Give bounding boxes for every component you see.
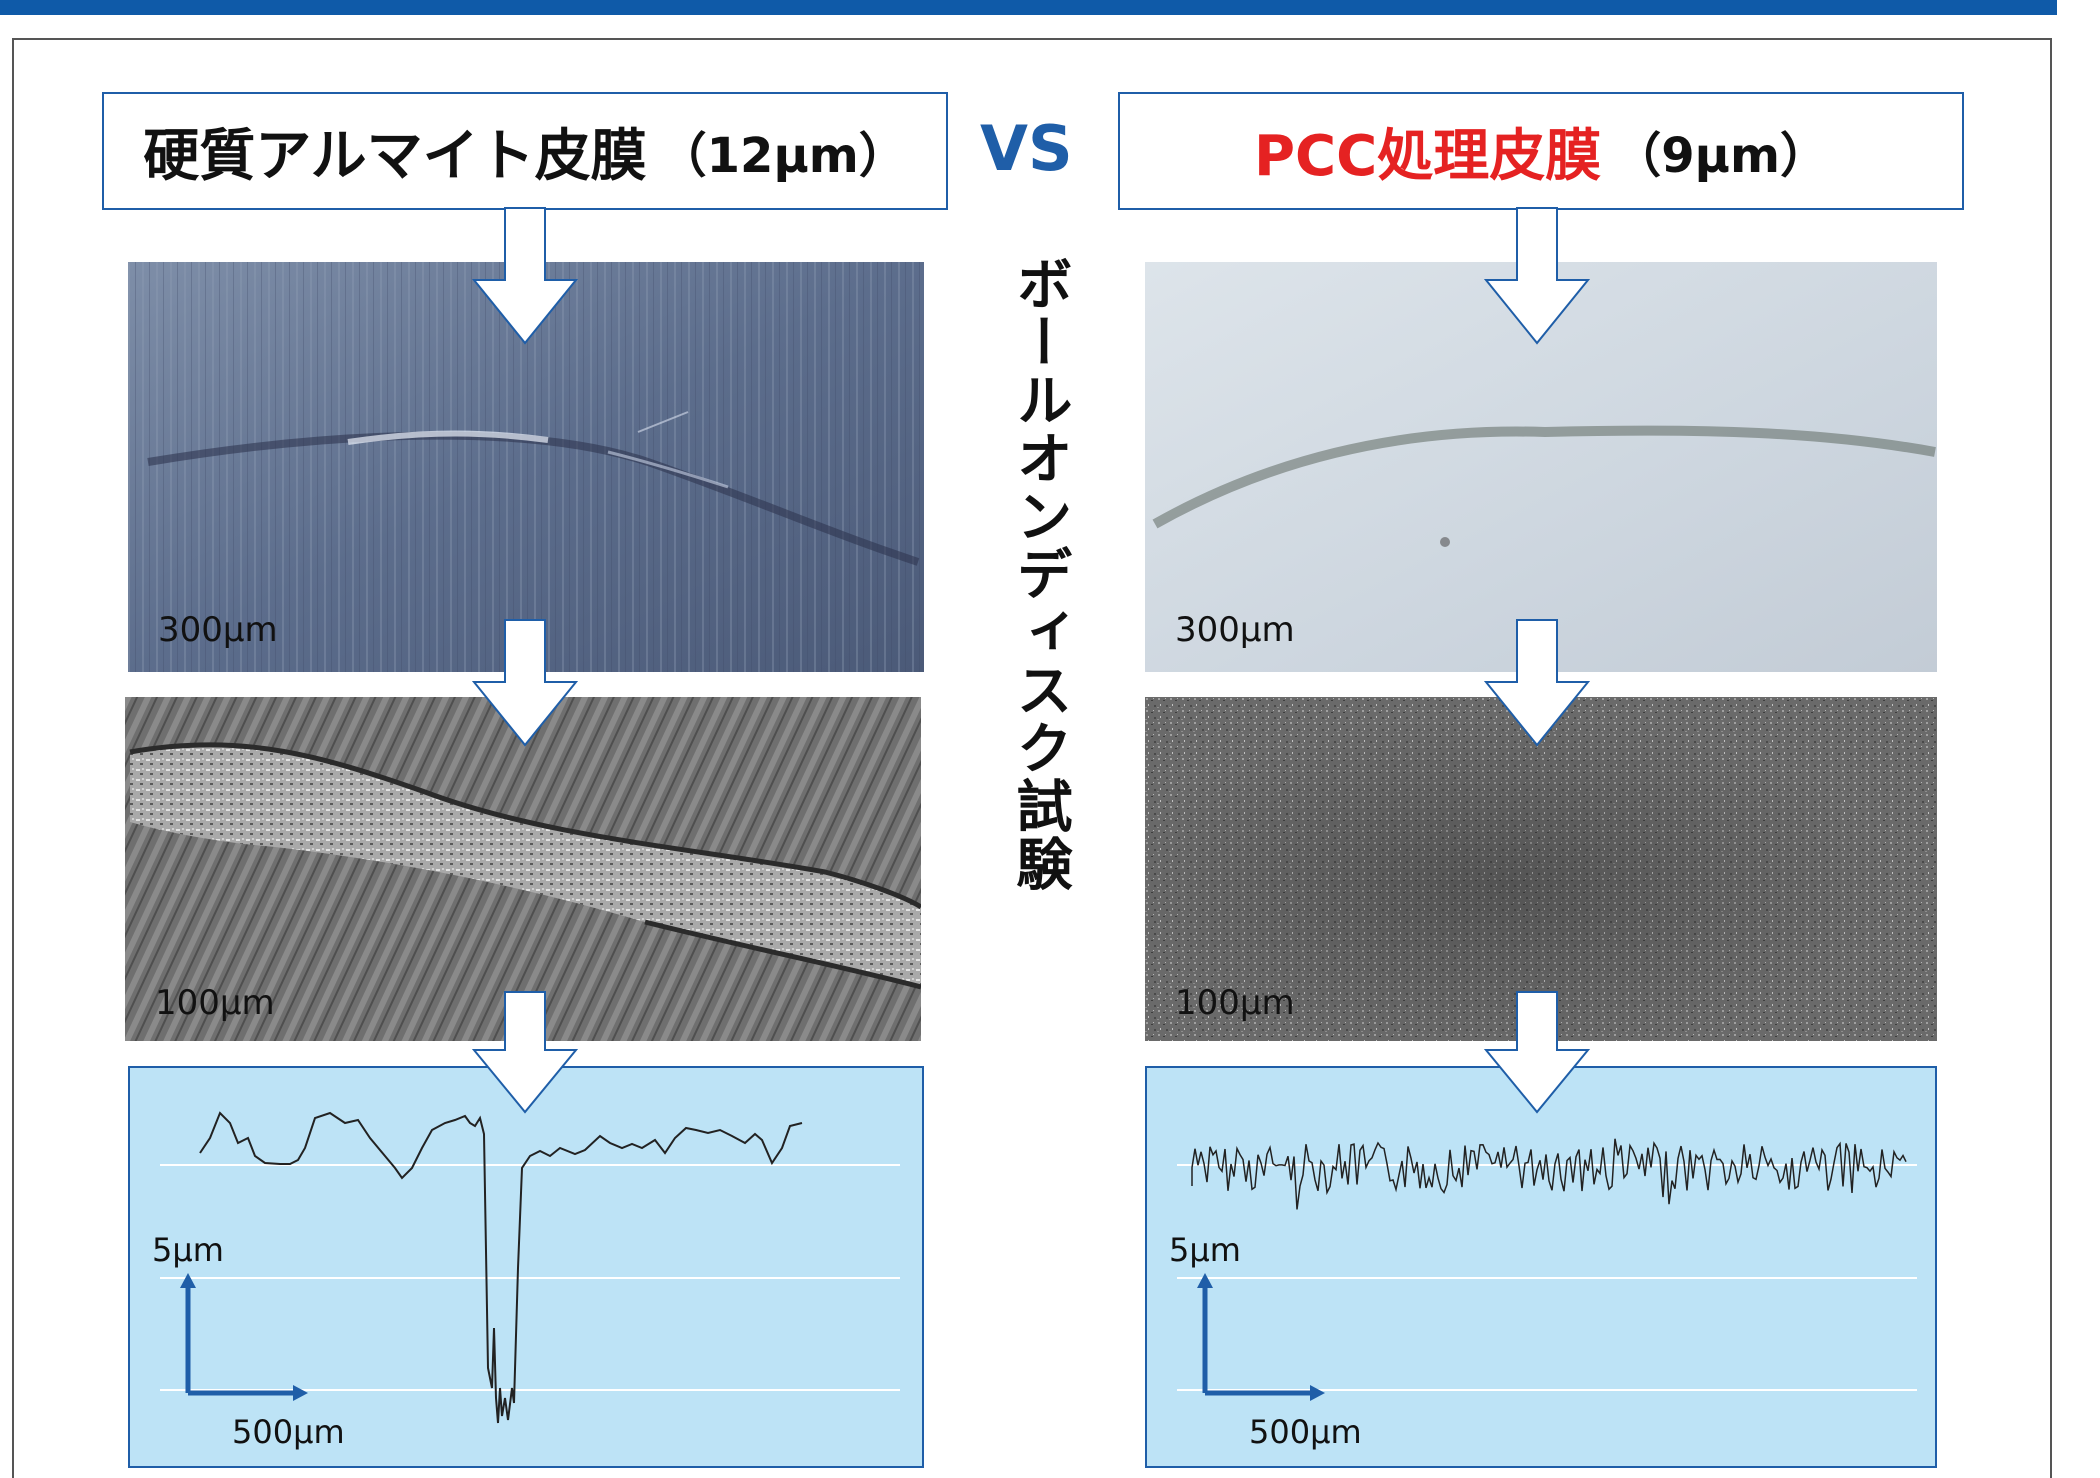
- left-title-thickness: （12μm）: [658, 128, 907, 184]
- left-graph-y-scale: 5μm: [152, 1231, 224, 1269]
- down-arrow-left-3: [471, 991, 579, 1114]
- right-title-thickness: （9μm）: [1613, 128, 1828, 184]
- down-arrow-left-2: [471, 619, 579, 747]
- left-graph-x-scale: 500μm: [232, 1413, 345, 1451]
- left-photo2-scale: 100μm: [155, 983, 275, 1023]
- right-photo1-scale: 300μm: [1175, 610, 1295, 650]
- right-sem-image: [1145, 697, 1937, 1041]
- down-arrow-right-1: [1483, 207, 1591, 345]
- right-title-box: PCC処理皮膜 （9μm）: [1118, 92, 1964, 210]
- right-photo2-scale: 100μm: [1175, 983, 1295, 1023]
- left-sem-photo: 100μm: [125, 697, 921, 1041]
- left-profile-svg: [160, 1111, 900, 1424]
- right-profile-trace: [1191, 1138, 1907, 1210]
- left-title-main: 硬質アルマイト皮膜: [143, 123, 647, 189]
- right-title-main: PCC処理皮膜: [1254, 123, 1602, 189]
- test-name-vertical: ボールオンディスク試験: [1007, 255, 1072, 893]
- right-profile-graph: 5μm 500μm: [1145, 1066, 1937, 1468]
- left-profile-graph: 5μm 500μm: [128, 1066, 924, 1468]
- figure-frame: [12, 38, 2052, 1478]
- down-arrow-right-2: [1483, 619, 1591, 747]
- right-graph-x-scale: 500μm: [1249, 1413, 1362, 1451]
- vs-label: VS: [980, 112, 1073, 185]
- right-profile-svg: [1177, 1138, 1917, 1401]
- right-graph-y-scale: 5μm: [1169, 1231, 1241, 1269]
- right-sem-photo: 100μm: [1145, 697, 1937, 1041]
- left-sem-image: [125, 697, 921, 1041]
- left-title-box: 硬質アルマイト皮膜 （12μm）: [102, 92, 948, 210]
- top-accent-bar: [0, 0, 2057, 15]
- down-arrow-left-1: [471, 207, 579, 345]
- left-profile-trace: [199, 1111, 803, 1424]
- left-photo1-scale: 300μm: [158, 610, 278, 650]
- down-arrow-right-3: [1483, 991, 1591, 1114]
